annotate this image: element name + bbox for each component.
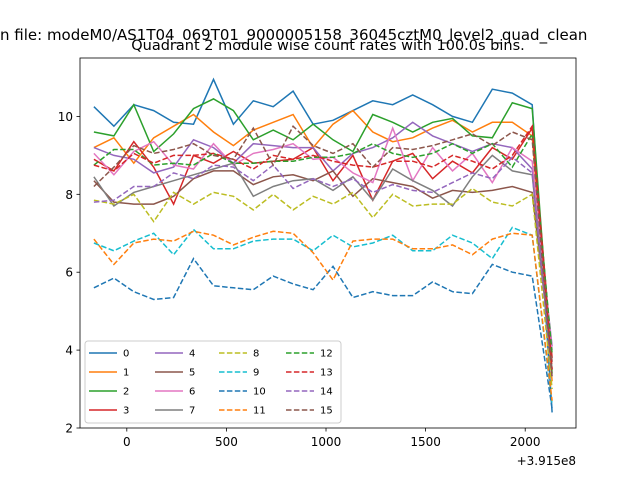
y-tick-label: 4 bbox=[65, 344, 73, 358]
x-tick-label: 1500 bbox=[410, 435, 441, 449]
legend-label-0: 0 bbox=[123, 349, 129, 360]
series-line-4 bbox=[93, 121, 553, 347]
legend-label-10: 10 bbox=[253, 387, 266, 398]
legend-label-1: 1 bbox=[123, 368, 129, 379]
series-line-14 bbox=[93, 156, 553, 378]
legend-label-2: 2 bbox=[123, 387, 129, 398]
series-line-0 bbox=[93, 77, 553, 413]
y-tick-label: 8 bbox=[65, 188, 73, 202]
x-tick-label: 1000 bbox=[311, 435, 342, 449]
plot-area bbox=[93, 77, 553, 413]
axes-frame bbox=[79, 57, 577, 429]
figure-suptitle: n file: modeM0/AS1T04_069T01_9000005158_… bbox=[0, 26, 587, 45]
chart-title: Quadrant 2 module wise count rates with … bbox=[131, 38, 525, 54]
y-tick-label: 10 bbox=[58, 110, 73, 124]
legend-label-13: 13 bbox=[320, 368, 333, 379]
x-tick-label: 500 bbox=[215, 435, 238, 449]
series-line-11 bbox=[93, 230, 553, 401]
series-line-9 bbox=[93, 226, 553, 405]
series-line-12 bbox=[93, 131, 553, 355]
legend-label-11: 11 bbox=[253, 406, 266, 417]
legend-label-7: 7 bbox=[189, 406, 195, 417]
x-tick-label: 0 bbox=[123, 435, 131, 449]
legend-label-15: 15 bbox=[320, 406, 333, 417]
series-line-7 bbox=[93, 154, 553, 370]
series-line-1 bbox=[93, 109, 553, 382]
legend-label-8: 8 bbox=[253, 349, 259, 360]
series-line-13 bbox=[93, 124, 553, 370]
series-line-8 bbox=[93, 187, 553, 390]
legend-label-14: 14 bbox=[320, 387, 333, 398]
legend-label-4: 4 bbox=[189, 349, 195, 360]
series-line-15 bbox=[93, 124, 553, 378]
legend-label-9: 9 bbox=[253, 368, 259, 379]
series-line-6 bbox=[93, 125, 553, 351]
x-tick-label: 2000 bbox=[510, 435, 541, 449]
legend-label-3: 3 bbox=[123, 406, 129, 417]
legend-label-12: 12 bbox=[320, 349, 333, 360]
y-tick-label: 6 bbox=[65, 266, 73, 280]
x-offset-label: +3.915e8 bbox=[517, 454, 576, 468]
series-line-10 bbox=[93, 257, 553, 409]
y-tick-label: 2 bbox=[65, 422, 73, 436]
legend-box bbox=[84, 340, 342, 424]
legend-label-6: 6 bbox=[189, 387, 195, 398]
legend-label-5: 5 bbox=[189, 368, 195, 379]
